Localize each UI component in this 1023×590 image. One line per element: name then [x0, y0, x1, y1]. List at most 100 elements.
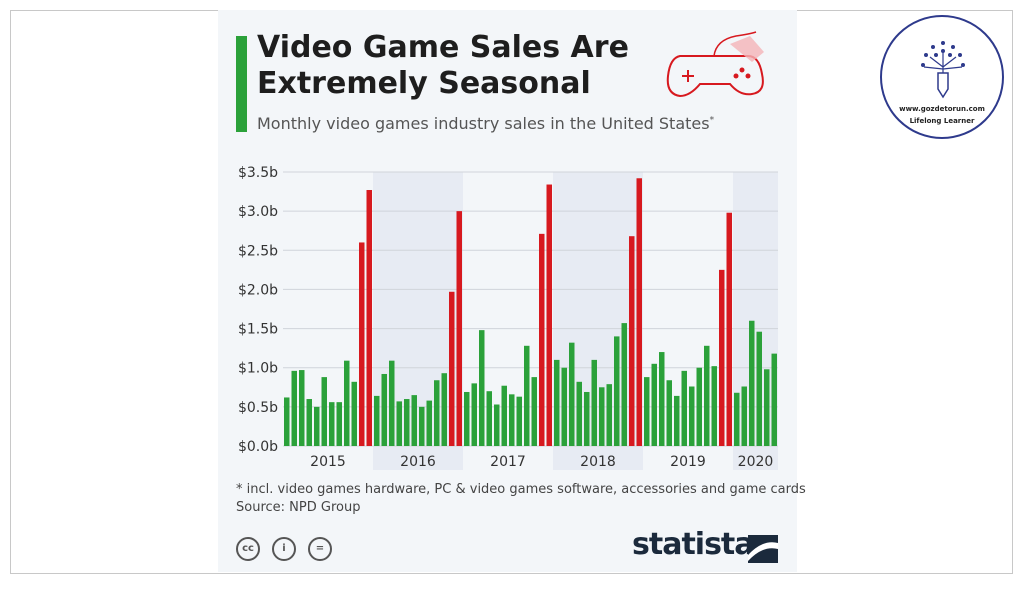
year-band [373, 172, 463, 470]
bar [711, 366, 717, 446]
bar [509, 394, 515, 446]
x-tick-label: 2017 [490, 454, 526, 470]
bar [351, 381, 357, 446]
bar [689, 386, 695, 446]
bar [329, 402, 335, 446]
bar [584, 391, 590, 446]
bar [666, 380, 672, 446]
bar [681, 370, 687, 446]
infographic-panel [218, 10, 797, 572]
bar [374, 395, 380, 446]
bar [336, 402, 342, 446]
y-tick-label: $1.0b [238, 361, 278, 377]
bar [411, 395, 417, 446]
y-tick-label: $3.0b [238, 204, 278, 220]
bar [719, 269, 725, 446]
bar [389, 360, 395, 446]
bar [524, 345, 530, 446]
y-tick-label: $2.5b [238, 243, 278, 259]
bar [561, 367, 567, 446]
bar [396, 401, 402, 446]
logo-tagline: Lifelong Learner [909, 117, 975, 125]
bar [621, 323, 627, 446]
bar [381, 373, 387, 446]
x-tick-label: 2018 [580, 454, 616, 470]
gamepad-icon [666, 31, 764, 98]
y-tick-label: $2.0b [238, 282, 278, 298]
tree-pencil-icon [921, 41, 965, 99]
bar [426, 400, 432, 446]
bar [771, 353, 777, 446]
x-tick-label: 2020 [738, 454, 774, 470]
bar [314, 406, 320, 446]
bar [629, 236, 635, 446]
bar [464, 391, 470, 446]
author-logo: www.gozdetorun.com Lifelong Learner [880, 15, 1004, 139]
bar [576, 381, 582, 446]
bar [306, 399, 312, 446]
bar [756, 331, 762, 446]
bar [726, 212, 732, 446]
statista-logo: statista [632, 527, 755, 562]
bar [516, 396, 522, 446]
bar [636, 178, 642, 446]
title-accent-bar [236, 36, 247, 132]
bar [366, 190, 372, 446]
source: Source: NPD Group [236, 500, 361, 515]
bar [486, 391, 492, 446]
bar [321, 377, 327, 446]
y-tick-label: $0.0b [238, 439, 278, 455]
cc-icon: cc [236, 537, 260, 561]
x-tick-label: 2016 [400, 454, 436, 470]
bar [284, 397, 290, 446]
y-tick-label: $0.5b [238, 400, 278, 416]
bar [501, 385, 507, 446]
bar [614, 336, 620, 446]
bar [704, 345, 710, 446]
chart-subtitle: Monthly video games industry sales in th… [257, 114, 714, 133]
bar [449, 291, 455, 446]
bar [554, 359, 560, 446]
no-derivatives-icon: = [308, 537, 332, 561]
bar [539, 233, 545, 446]
bar [749, 320, 755, 446]
bar [734, 392, 740, 446]
footnote: * incl. video games hardware, PC & video… [236, 482, 806, 497]
bar [494, 404, 500, 446]
bar [359, 242, 365, 446]
logo-url: www.gozdetorun.com [899, 105, 985, 113]
bar [404, 399, 410, 446]
attribution-icon: i [272, 537, 296, 561]
footnote-mark: * [709, 115, 715, 126]
bar [299, 370, 305, 446]
statista-mark-icon [748, 535, 778, 563]
x-tick-label: 2019 [670, 454, 706, 470]
bar [546, 184, 552, 447]
bar [764, 369, 770, 446]
year-band [553, 172, 643, 470]
bar [606, 384, 612, 446]
bar [531, 377, 537, 446]
bar [344, 360, 350, 446]
chart-title: Video Game Sales Are Extremely Seasonal [257, 30, 629, 101]
bar [456, 211, 462, 446]
bar [434, 380, 440, 446]
bar [479, 330, 485, 446]
bar [599, 387, 605, 446]
bar [674, 395, 680, 446]
bar [651, 363, 657, 446]
bar [291, 370, 297, 446]
bar [419, 406, 425, 446]
bar [696, 367, 702, 446]
y-tick-label: $3.5b [238, 165, 278, 181]
subtitle-text: Monthly video games industry sales in th… [257, 114, 710, 133]
year-band [733, 172, 778, 470]
bar [659, 352, 665, 446]
bar [741, 386, 747, 446]
bar [441, 373, 447, 446]
x-tick-label: 2015 [310, 454, 346, 470]
bar [569, 342, 575, 446]
bar [644, 377, 650, 446]
bar [591, 359, 597, 446]
